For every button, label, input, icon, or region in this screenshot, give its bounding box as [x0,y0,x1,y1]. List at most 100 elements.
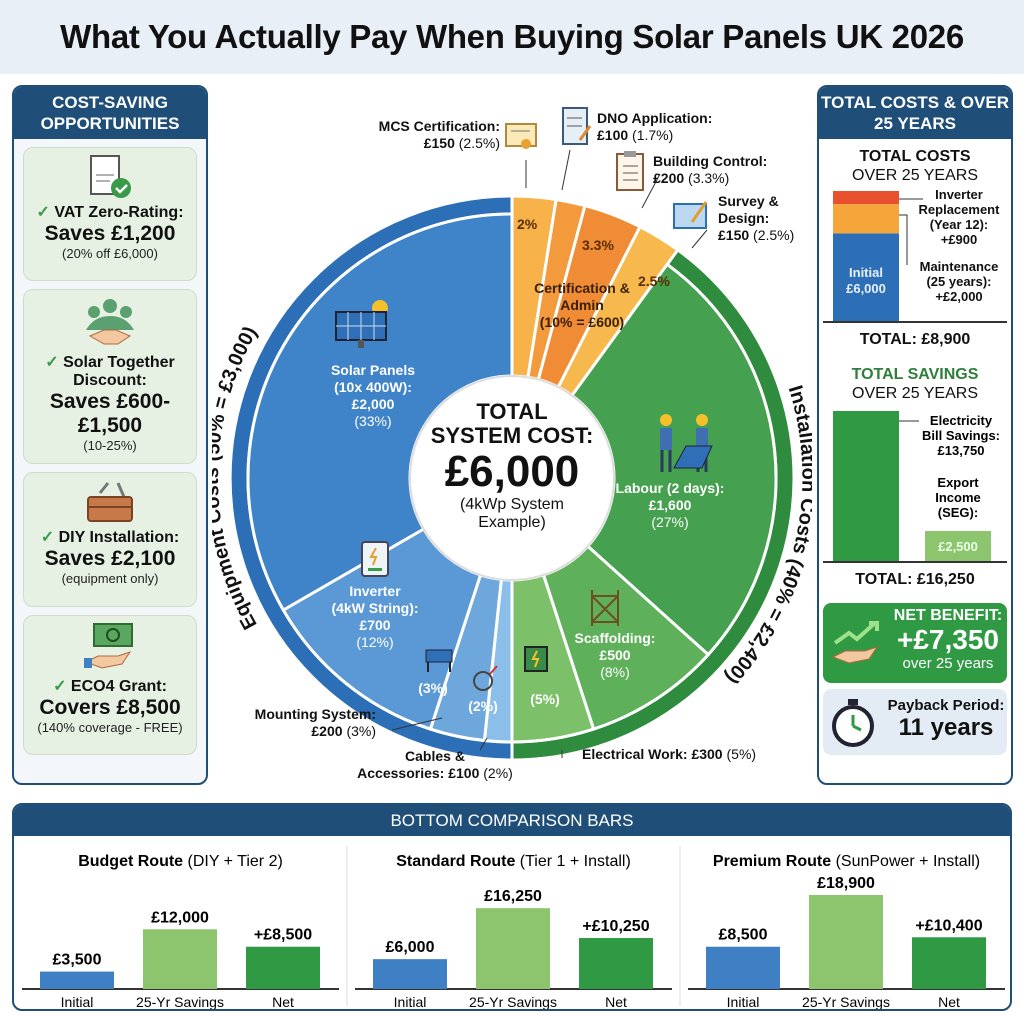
diy-card: ✓ DIY Installation: Saves £2,100 (equipm… [23,472,197,607]
electrical-label: Electrical Work: £300 (5%) [582,746,757,762]
segment-label: Initial [849,265,883,280]
inverter-replacement-label: Inverter [935,187,983,202]
comparison-bars: Budget Route (DIY + Tier 2) £3,500 Initial… [22,846,1005,1010]
cables-pct: (2%) [468,698,498,714]
survey-label: Survey & Design: £150 (2.5%) [718,193,795,243]
maintenance-label: (25 years): [926,274,991,289]
survey-pct: 2.5% [638,273,670,289]
card-title: Solar Together Discount: [63,354,175,389]
tax-document-icon [90,155,131,198]
segment-maintenance-25-years [833,204,899,234]
bar-standard-route-initial [373,959,447,989]
solar-panels-label: Solar Panels (10x 400W): £2,000 (33%) [330,362,416,429]
check-icon: ✓ [36,204,50,221]
inverter-replacement-label: (Year 12): [930,217,989,232]
export-income-label: Income [935,490,981,505]
admin-group-label: Certification & Admin (10% = £600) [534,280,630,330]
savings-title: TOTAL SAVINGS [851,366,979,383]
dno-label: DNO Application: £100 (1.7%) [597,110,713,143]
bar-budget-route-initial [40,971,114,989]
category-label: 25-Yr Savings [469,994,557,1010]
building-pct: 3.3% [582,237,614,253]
check-icon: ✓ [53,678,67,695]
segment-inverter-replacement-year-12 [833,191,899,205]
building-control-label: Building Control: £200 (3.3%) [653,153,768,186]
bar-export-income [925,531,991,561]
card-sub: (equipment only) [61,571,159,586]
growth-hand-icon [831,621,879,664]
costs-total: TOTAL: £8,900 [859,331,971,348]
maintenance-label: +£2,000 [935,289,982,304]
costs-subtitle: OVER 25 YEARS [852,167,978,184]
scaffolding-icon [591,590,619,626]
bar-premium-route-25-yr-savings [809,895,883,989]
category-label: 25-Yr Savings [136,994,224,1010]
card-amount: Saves £1,200 [44,222,176,245]
totals-panel: TOTAL COSTS & OVER 25 YEARS TOTAL COSTS O… [817,85,1013,785]
card-amount: Saves £2,100 [44,547,176,570]
route-title: Premium Route (SunPower + Install) [713,853,980,870]
bar-value: £8,500 [719,927,768,944]
category-label: Net [272,994,294,1010]
dno-document-icon [562,107,592,145]
scaffolding-label: Scaffolding: £500 (8%) [574,630,656,680]
bar-standard-route-net [579,938,653,989]
handshake-group-icon [86,299,134,345]
payback-box: Payback Period: 11 years [823,689,1007,755]
bar-value: +£8,500 [254,927,312,944]
inverter-icon [361,541,389,577]
electricity-savings-label: Electricity [930,413,993,428]
bar-value: +£10,400 [915,917,982,934]
cash-hand-icon [84,623,133,669]
savings-total: TOTAL: £16,250 [855,571,975,588]
cable-icon [473,665,498,691]
bar-value: £3,500 [53,952,102,969]
payback-label: Payback Period: [887,697,1005,714]
center-circle [409,375,615,581]
card-title: VAT Zero-Rating: [54,204,184,221]
cables-label: Cables & Accessories: £100 (2%) [357,748,513,781]
comparison-header: BOTTOM COMPARISON BARS [14,805,1010,836]
total-system-cost: TOTAL SYSTEM COST: £6,000 (4kWp System E… [412,400,612,532]
net-benefit-value: +£7,350 [897,624,999,655]
center-sub1: (4kWp System [459,496,564,513]
certificate-icon [505,123,537,149]
mcs-pct: 2% [517,216,538,232]
card-sub: (10-25%) [83,438,137,453]
card-title: DIY Installation: [58,529,180,546]
card-amount: Saves £600-£1,500 [49,390,171,437]
export-value: £2,500 [938,539,978,554]
check-icon: ✓ [40,529,55,546]
bar-value: +£10,250 [582,918,649,935]
center-line1: TOTAL [476,399,548,424]
category-label: Initial [61,994,94,1010]
bar-value: £18,900 [817,875,875,892]
leader-line [641,173,661,209]
export-income-label: (SEG): [938,505,978,520]
bar-electricity-savings [833,411,899,561]
mounting-label: Mounting System: £200 (3%) [254,706,376,739]
costs-title: TOTAL COSTS [859,148,971,165]
card-amount: Covers £8,500 [39,696,181,719]
bar-budget-route-net [246,946,320,989]
circuit-chip-icon [524,646,548,672]
segment-initial [833,233,899,321]
inverter-replacement-label: +£900 [941,232,978,247]
savings-subtitle: OVER 25 YEARS [852,385,978,402]
center-sub2: Example) [478,514,546,531]
electricity-savings-label: Bill Savings: [922,428,1000,443]
category-label: Initial [727,994,760,1010]
cost-breakdown-pie: Equipment Costs (50% = £3,000)Installati… [212,149,812,762]
leader-line [479,737,488,751]
bar-value: £6,000 [386,939,435,956]
card-sub: (140% coverage - FREE) [37,720,183,735]
center-line2: SYSTEM COST: [430,423,594,448]
toolbox-icon [87,482,133,522]
category-label: Initial [394,994,427,1010]
leader-line [691,229,708,249]
category-label: Net [938,994,960,1010]
electrical-pct: (5%) [530,691,560,707]
bar-value: £16,250 [484,888,542,905]
bar-premium-route-initial [706,946,780,989]
